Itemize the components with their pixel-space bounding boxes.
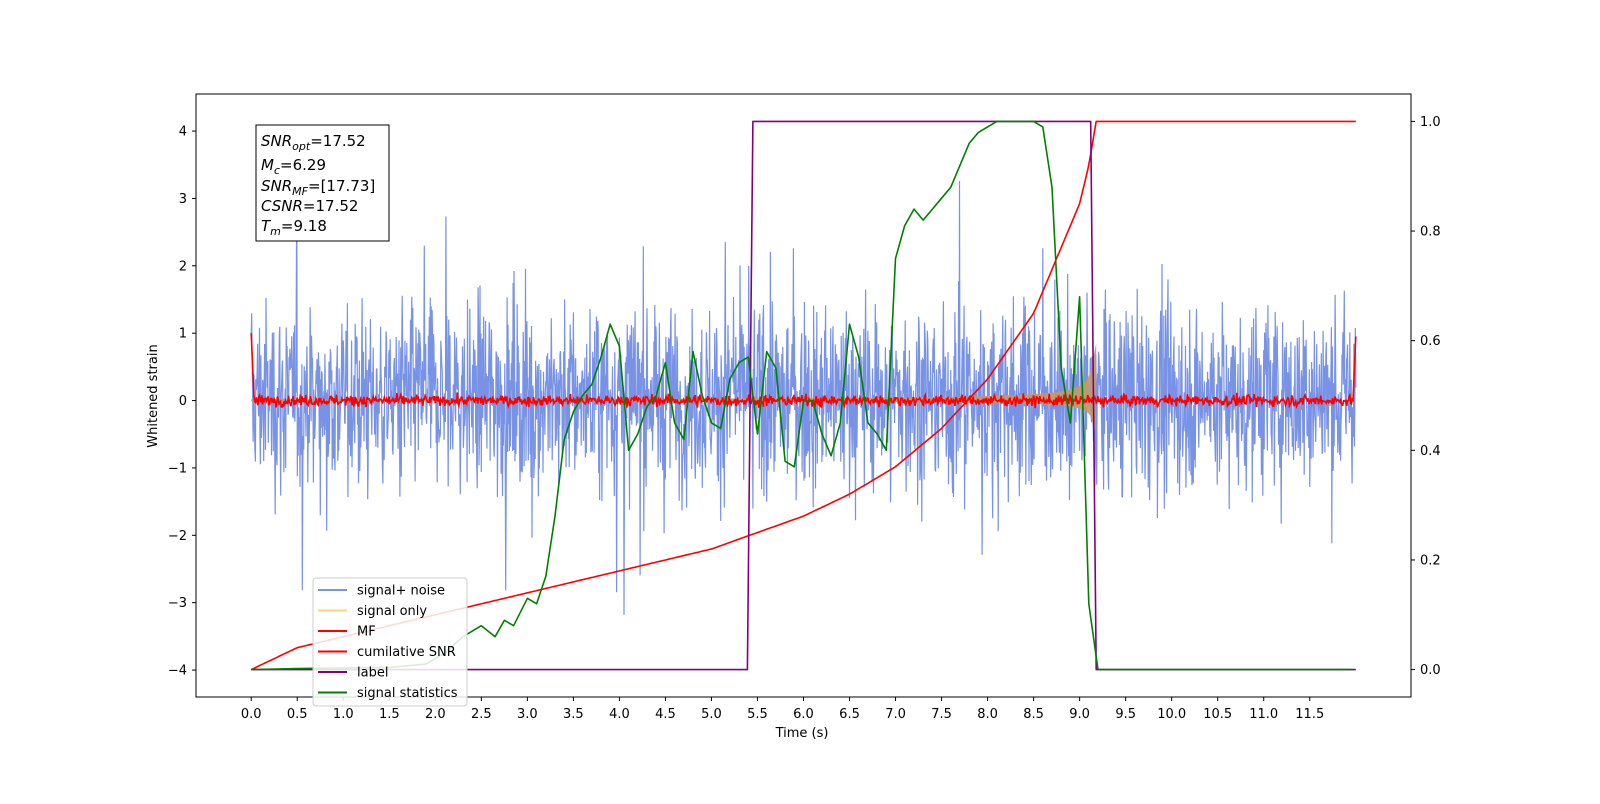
legend-entry-label: label — [357, 666, 388, 681]
x-axis: 0.0 0.5 1.0 1.5 2.0 2.5 3.0 3.5 4.0 4.5 5.0 5.5 6.0 6… — [241, 697, 1324, 722]
x-tick-label: 6.0 — [793, 707, 814, 722]
series-signal-noise-line — [250, 180, 1357, 615]
y-tick-label: −1 — [168, 461, 187, 476]
x-tick-label: 1.5 — [379, 707, 400, 722]
y2-tick-label: 0.6 — [1420, 334, 1441, 349]
y2-tick-label: 0.0 — [1420, 663, 1441, 678]
x-tick-label: 3.0 — [517, 707, 538, 722]
y-tick-label: −4 — [168, 664, 187, 679]
x-tick-label: 4.5 — [655, 707, 676, 722]
x-tick-label: 10.5 — [1203, 707, 1232, 722]
info-tm: Tm=9.18 — [261, 217, 327, 238]
x-tick-label: 6.5 — [839, 707, 860, 722]
info-csnr: CSNR=17.52 — [261, 197, 358, 215]
legend-entry-label: cumilative SNR — [357, 645, 456, 660]
x-tick-label: 1.0 — [333, 707, 354, 722]
y-tick-label: 2 — [179, 259, 187, 274]
x-tick-label: 8.5 — [1023, 707, 1044, 722]
y-tick-label: 1 — [179, 327, 187, 342]
x-tick-label: 8.0 — [977, 707, 998, 722]
info-box-frame — [255, 124, 390, 242]
info-mc: Mc=6.29 — [261, 156, 326, 177]
y2-tick-label: 0.8 — [1420, 225, 1441, 240]
x-tick-label: 7.5 — [931, 707, 952, 722]
info-snr-opt: SNRopt=17.52 — [261, 132, 366, 153]
x-tick-label: 9.0 — [1069, 707, 1090, 722]
x-tick-label: 7.0 — [885, 707, 906, 722]
legend-entry-label: signal+ noise — [357, 584, 445, 599]
legend-entry-label: signal only — [357, 604, 427, 619]
x-tick-label: 0.5 — [287, 707, 308, 722]
x-tick-label: 3.5 — [563, 707, 584, 722]
legend-entry-label: MF — [357, 625, 376, 640]
y-tick-label: 4 — [179, 125, 187, 140]
y-tick-label: −2 — [168, 529, 187, 544]
x-tick-label: 2.5 — [471, 707, 492, 722]
info-snr-mf: SNRMF=[17.73] — [261, 177, 375, 198]
x-tick-label: 11.5 — [1295, 707, 1324, 722]
y-tick-label: 0 — [179, 394, 187, 409]
y2-tick-label: 0.2 — [1420, 553, 1441, 568]
y-axis-label: Whitened strain — [146, 344, 161, 447]
x-tick-label: 0.0 — [241, 707, 262, 722]
x-tick-label: 9.5 — [1115, 707, 1136, 722]
legend: signal+ noise signal only MF cumilative SNR… — [312, 577, 468, 707]
y-axis-left: −4 −3 −2 −1 0 1 2 3 4 — [168, 125, 196, 679]
y2-tick-label: 0.4 — [1420, 444, 1441, 459]
x-tick-label: 2.0 — [425, 707, 446, 722]
legend-entry-label: signal statistics — [357, 686, 458, 701]
y-tick-label: 3 — [179, 192, 187, 207]
x-axis-label: Time (s) — [775, 726, 829, 741]
x-tick-label: 10.0 — [1157, 707, 1186, 722]
series-signal-statistics-line — [251, 120, 1352, 671]
x-tick-label: 5.5 — [747, 707, 768, 722]
legend-frame — [312, 577, 468, 707]
y-axis-right: 0.0 0.2 0.4 0.6 0.8 1.0 — [1411, 115, 1441, 678]
x-tick-label: 5.0 — [701, 707, 722, 722]
x-tick-label: 11.0 — [1249, 707, 1278, 722]
y2-tick-label: 1.0 — [1420, 115, 1441, 130]
info-box: SNRopt=17.52 Mc=6.29 SNRMF=[17.73] CSNR=… — [255, 124, 390, 242]
x-tick-label: 4.0 — [609, 707, 630, 722]
y-tick-label: −3 — [168, 596, 187, 611]
